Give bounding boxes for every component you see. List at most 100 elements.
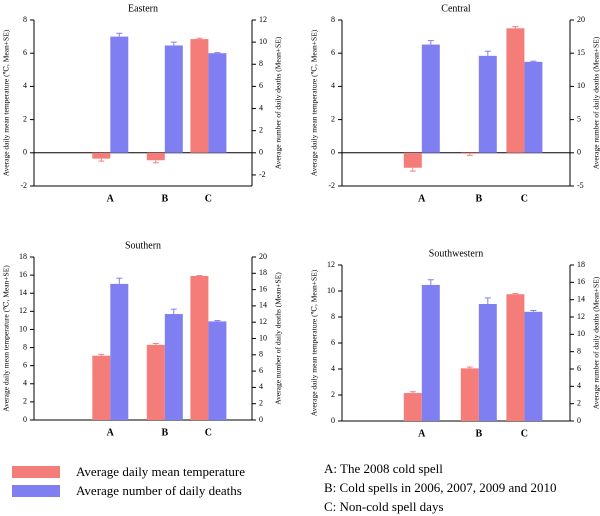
- chart-title: Southwestern: [429, 248, 483, 259]
- deaths-bar: [110, 283, 129, 420]
- y-tick-label-right: 4: [259, 103, 263, 112]
- temperature-bar: [506, 28, 525, 153]
- x-tick-label: B: [161, 193, 168, 204]
- deaths-bar: [164, 314, 183, 420]
- x-tick-label: C: [205, 427, 212, 438]
- temperature-bar: [190, 276, 209, 420]
- y-tick-label-right: 12: [577, 312, 585, 321]
- y-tick-label-right: 2: [259, 125, 263, 134]
- y-tick-label-left: 2: [23, 397, 27, 406]
- y-axis-label-left: Average daily mean temperature (℃, Mean+…: [2, 29, 11, 176]
- legend-item-deaths: Average number of daily deaths: [12, 481, 245, 500]
- y-tick-label-right: 4: [577, 381, 581, 390]
- y-tick-label-right: 16: [577, 277, 585, 286]
- x-tick-label: A: [418, 193, 426, 204]
- y-tick-label-left: 6: [331, 338, 335, 347]
- y-tick-label-left: 6: [23, 48, 27, 57]
- legend-item-temperature: Average daily mean temperature: [12, 462, 245, 481]
- y-tick-label-left: -2: [20, 181, 27, 190]
- y-tick-label-left: 10: [327, 286, 335, 295]
- x-tick-label: B: [475, 428, 482, 439]
- temperature-bar: [146, 344, 165, 420]
- y-tick-label-left: 0: [331, 416, 335, 425]
- note-a: A: The 2008 cold spell: [324, 461, 443, 476]
- y-tick-label-right: 20: [259, 252, 267, 261]
- temperature-bar: [92, 355, 111, 420]
- y-tick-label-right: 14: [577, 294, 585, 303]
- y-tick-label-right: 5: [577, 114, 581, 123]
- y-tick-label-right: 0: [577, 416, 581, 425]
- y-tick-label-right: 2: [577, 398, 581, 407]
- y-tick-label-right: 6: [577, 364, 581, 373]
- temperature-bar: [506, 294, 525, 421]
- y-tick-label-left: 4: [331, 364, 335, 373]
- y-tick-label-right: -2: [259, 170, 266, 179]
- y-axis-label-right: Average number of daily deaths (Mean+SE): [592, 36, 600, 169]
- y-tick-label-right: 16: [259, 284, 267, 293]
- y-tick-label-right: 0: [577, 148, 581, 157]
- y-tick-label-left: 0: [23, 415, 27, 424]
- deaths-bar: [524, 61, 543, 153]
- y-tick-label-right: 20: [577, 15, 585, 24]
- deaths-bar: [208, 53, 227, 153]
- y-tick-label-right: 18: [577, 260, 585, 269]
- chart-panel-3: Southern 0 2 4 6 8 10 12 14 16 18 0 2 4 6 8 10 12 14 16 18 20…: [2, 240, 283, 438]
- y-tick-label-right: 8: [259, 59, 263, 68]
- y-tick-label-right: 10: [259, 333, 267, 342]
- legend: Average daily mean temperature Average n…: [12, 462, 245, 500]
- temperature-bar: [190, 39, 209, 153]
- y-tick-label-left: 0: [23, 148, 27, 157]
- y-axis-label-right: Average number of daily deaths (Mean+SE): [274, 36, 283, 169]
- chart-title: Central: [441, 3, 471, 14]
- x-tick-label: A: [107, 427, 115, 438]
- y-tick-label-right: 10: [577, 329, 585, 338]
- y-tick-label-left: 4: [23, 81, 27, 90]
- deaths-bar: [208, 321, 227, 420]
- y-tick-label-right: 0: [259, 415, 263, 424]
- y-tick-label-left: 4: [331, 81, 335, 90]
- y-tick-label-left: 8: [331, 15, 335, 24]
- y-tick-label-left: 8: [331, 312, 335, 321]
- note-b: B: Cold spells in 2006, 2007, 2009 and 2…: [324, 480, 557, 495]
- y-tick-label-right: 6: [259, 81, 263, 90]
- y-tick-label-left: 2: [23, 114, 27, 123]
- legend-swatch-deaths: [12, 484, 60, 497]
- y-tick-label-left: 18: [19, 252, 27, 261]
- y-tick-label-left: 6: [23, 360, 27, 369]
- y-axis-label-left: Average daily mean temperature (℃, Mean+…: [310, 29, 319, 176]
- category-notes: A: The 2008 cold spell B: Cold spells in…: [324, 459, 557, 516]
- chart-title: Southern: [125, 240, 161, 251]
- y-tick-label-left: 4: [23, 379, 27, 388]
- deaths-bar: [110, 36, 129, 153]
- legend-label-temperature: Average daily mean temperature: [76, 464, 246, 479]
- deaths-bar: [164, 45, 183, 153]
- x-tick-label: C: [521, 193, 528, 204]
- x-tick-label: C: [521, 428, 528, 439]
- y-tick-label-right: 10: [259, 37, 267, 46]
- legend-label-deaths: Average number of daily deaths: [76, 483, 242, 498]
- y-tick-label-right: 12: [259, 15, 267, 24]
- y-tick-label-right: 0: [259, 148, 263, 157]
- y-tick-label-left: 2: [331, 390, 335, 399]
- chart-panel-1: Eastern -2 0 2 4 6 8 -2 0 2 4 6 8 10 12 Average daily m…: [2, 3, 283, 204]
- y-tick-label-right: 10: [577, 81, 585, 90]
- y-tick-label-right: 18: [259, 268, 267, 277]
- temperature-bar: [403, 393, 422, 421]
- temperature-bar: [403, 152, 422, 168]
- y-tick-label-left: 12: [19, 306, 27, 315]
- deaths-bar: [421, 44, 440, 153]
- y-tick-label-left: 2: [331, 114, 335, 123]
- y-tick-label-left: 0: [331, 148, 335, 157]
- y-tick-label-left: 8: [23, 15, 27, 24]
- deaths-bar: [478, 304, 497, 421]
- y-axis-label-left: Average daily mean temperature (℃, Mean+…: [310, 269, 319, 416]
- y-tick-label-left: 10: [19, 324, 27, 333]
- x-tick-label: B: [475, 193, 482, 204]
- x-tick-label: A: [107, 193, 115, 204]
- y-axis-label-right: Average number of daily deaths (Mean+SE): [274, 272, 283, 405]
- deaths-bar: [421, 284, 440, 421]
- y-tick-label-right: 8: [577, 346, 581, 355]
- y-tick-label-right: 4: [259, 382, 263, 391]
- legend-swatch-temperature: [12, 465, 60, 478]
